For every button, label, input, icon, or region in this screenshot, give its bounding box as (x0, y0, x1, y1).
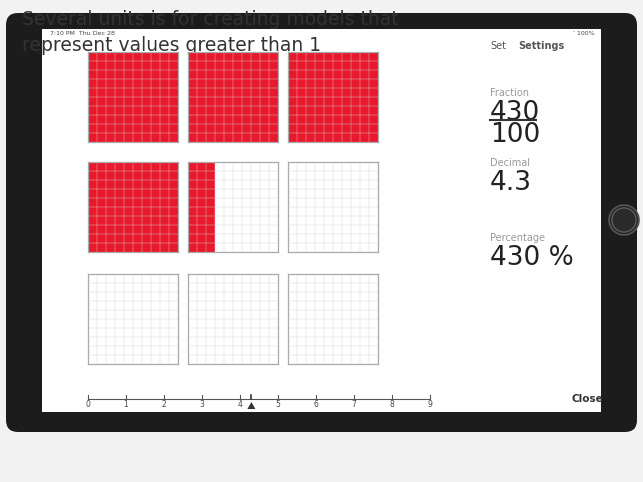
Bar (288, 52, 378, 142)
Text: 7: 7 (352, 400, 356, 409)
Text: Decimal: Decimal (490, 158, 530, 168)
Text: 3: 3 (199, 400, 204, 409)
Text: 5: 5 (276, 400, 280, 409)
Text: Close: Close (571, 394, 602, 404)
Text: 0: 0 (86, 400, 91, 409)
Circle shape (609, 205, 639, 235)
Bar (188, 52, 278, 142)
Bar (88, 274, 178, 364)
Bar (88, 52, 178, 142)
Text: Fraction: Fraction (490, 88, 529, 98)
Text: Percentage: Percentage (490, 233, 545, 243)
Text: 8: 8 (390, 400, 394, 409)
Text: ’ 100%: ’ 100% (574, 31, 595, 36)
Text: 2: 2 (161, 400, 167, 409)
Text: 430 %: 430 % (490, 245, 574, 271)
Bar (288, 162, 378, 252)
Bar (188, 274, 278, 364)
Text: 7:10 PM  Thu Dec 28: 7:10 PM Thu Dec 28 (50, 31, 115, 36)
Text: 100: 100 (490, 122, 540, 148)
Text: 4: 4 (237, 400, 242, 409)
Text: 1: 1 (123, 400, 129, 409)
Bar (88, 52, 178, 142)
Text: Settings: Settings (518, 41, 565, 51)
Bar (42, 29, 601, 412)
Bar (88, 162, 178, 252)
Bar (288, 274, 378, 364)
Bar (188, 162, 278, 252)
Text: Several units is for creating models that
represent values greater than 1: Several units is for creating models tha… (22, 10, 399, 55)
Polygon shape (248, 402, 255, 409)
Text: Set: Set (490, 41, 506, 51)
Text: 9: 9 (428, 400, 433, 409)
FancyBboxPatch shape (6, 13, 637, 432)
Bar (188, 52, 278, 142)
Bar (88, 162, 178, 252)
Bar (288, 52, 378, 142)
Text: 430: 430 (490, 100, 540, 126)
Text: 4.3: 4.3 (490, 170, 532, 196)
Text: 6: 6 (314, 400, 318, 409)
Bar (188, 162, 215, 252)
